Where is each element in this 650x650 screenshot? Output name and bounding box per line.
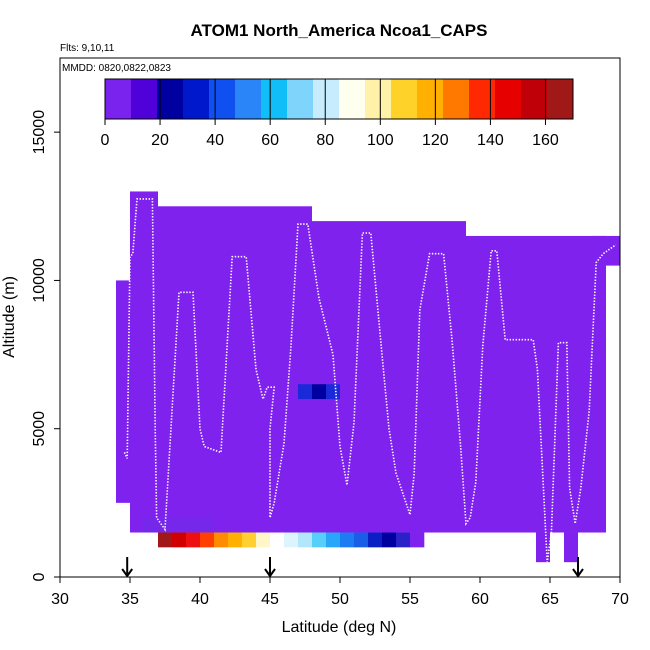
colorbar-swatch-16 bbox=[521, 79, 548, 119]
data-cell-11 bbox=[312, 384, 326, 400]
colorbar: 0 20 40 60 80 100 120 140 160 bbox=[101, 78, 574, 149]
colorbar-swatch-5 bbox=[235, 79, 262, 119]
y-axis: 0 5000 10000 15000 bbox=[31, 110, 60, 581]
x-tick-label-8: 70 bbox=[611, 591, 629, 608]
colorbar-swatch-3 bbox=[183, 79, 210, 119]
data-cell-7 bbox=[536, 532, 550, 563]
latitude-marker-arrow-2 bbox=[572, 557, 584, 578]
x-tick-label-3: 45 bbox=[261, 591, 279, 608]
chart-title: ATOM1 North_America Ncoa1_CAPS bbox=[191, 21, 488, 40]
strip-cell-1 bbox=[172, 532, 187, 548]
data-cell-1 bbox=[130, 191, 158, 533]
strip-cell-17 bbox=[396, 532, 411, 548]
y-tick-label-1: 5000 bbox=[31, 411, 48, 447]
latitude-marker-arrow-1 bbox=[264, 557, 276, 578]
x-tick-label-0: 30 bbox=[51, 591, 69, 608]
strip-cell-15 bbox=[368, 532, 383, 548]
x-tick-label-1: 35 bbox=[121, 591, 139, 608]
strip-cell-5 bbox=[228, 532, 243, 548]
x-axis-label: Latitude (deg N) bbox=[282, 619, 397, 636]
y-tick-label-0: 0 bbox=[31, 572, 48, 581]
latitude-markers bbox=[121, 557, 584, 578]
data-cell-12 bbox=[326, 384, 340, 400]
strip-cell-13 bbox=[340, 532, 355, 548]
data-cell-9 bbox=[144, 517, 214, 533]
strip-cell-3 bbox=[200, 532, 215, 548]
y-axis-label: Altitude (m) bbox=[1, 276, 18, 358]
strip-cell-18 bbox=[410, 532, 425, 548]
colorbar-swatch-1 bbox=[131, 79, 158, 119]
data-cell-10 bbox=[298, 384, 312, 400]
colorbar-tick-label-3: 60 bbox=[261, 132, 279, 149]
strip-cell-12 bbox=[326, 532, 341, 548]
strip-cell-4 bbox=[214, 532, 229, 548]
data-cell-6 bbox=[592, 235, 606, 400]
colorbar-tick-label-8: 160 bbox=[532, 132, 559, 149]
colorbar-swatch-14 bbox=[469, 79, 496, 119]
strip-cell-10 bbox=[298, 532, 313, 548]
flight-track bbox=[123, 198, 617, 563]
data-cell-3 bbox=[312, 221, 466, 533]
colorbar-swatch-9 bbox=[339, 79, 366, 119]
colorbar-tick-label-4: 80 bbox=[316, 132, 334, 149]
data-cell-5 bbox=[606, 235, 620, 266]
colorbar-swatch-8 bbox=[313, 79, 340, 119]
strip-cell-16 bbox=[382, 532, 397, 548]
colorbar-swatch-12 bbox=[417, 79, 444, 119]
colorbar-swatch-4 bbox=[209, 79, 236, 119]
data-cell-0 bbox=[116, 280, 130, 503]
colorbar-swatch-2 bbox=[157, 79, 184, 119]
strip-cell-0 bbox=[158, 532, 173, 548]
strip-cell-8 bbox=[270, 532, 285, 548]
data-cells bbox=[116, 191, 620, 563]
strip-cell-2 bbox=[186, 532, 201, 548]
flights-label: Flts: 9,10,11 bbox=[60, 43, 115, 54]
strip-cell-9 bbox=[284, 532, 299, 548]
x-tick-label-4: 50 bbox=[331, 591, 349, 608]
colorbar-swatch-7 bbox=[287, 79, 314, 119]
x-tick-label-5: 55 bbox=[401, 591, 419, 608]
strip-cell-7 bbox=[256, 532, 271, 548]
data-cell-4 bbox=[466, 235, 606, 533]
colorbar-tick-label-5: 100 bbox=[367, 132, 394, 149]
x-tick-label-7: 65 bbox=[541, 591, 559, 608]
strip-cell-6 bbox=[242, 532, 257, 548]
colorbar-swatch-15 bbox=[495, 79, 522, 119]
colorbar-swatch-10 bbox=[365, 79, 392, 119]
y-tick-label-3: 15000 bbox=[31, 110, 48, 155]
colorbar-swatch-11 bbox=[391, 79, 418, 119]
strip-cell-11 bbox=[312, 532, 327, 548]
bottom-strip bbox=[158, 532, 425, 548]
strip-cell-14 bbox=[354, 532, 369, 548]
flight-track-line bbox=[123, 198, 617, 563]
colorbar-swatch-6 bbox=[261, 79, 288, 119]
colorbar-swatch-13 bbox=[443, 79, 470, 119]
data-cell-8 bbox=[564, 532, 578, 563]
x-axis: 30 35 40 45 50 55 60 65 70 bbox=[51, 577, 629, 608]
x-tick-label-6: 60 bbox=[471, 591, 489, 608]
x-tick-label-2: 40 bbox=[191, 591, 209, 608]
colorbar-swatch-0 bbox=[105, 79, 132, 119]
colorbar-tick-label-6: 120 bbox=[422, 132, 449, 149]
colorbar-swatch-17 bbox=[547, 79, 574, 119]
latitude-marker-arrow-0 bbox=[121, 557, 134, 578]
colorbar-tick-label-0: 0 bbox=[101, 132, 110, 149]
colorbar-tick-label-2: 40 bbox=[206, 132, 224, 149]
y-tick-label-2: 10000 bbox=[31, 258, 48, 303]
colorbar-tick-label-7: 140 bbox=[477, 132, 504, 149]
data-cell-2 bbox=[158, 206, 312, 533]
colorbar-tick-label-1: 20 bbox=[151, 132, 169, 149]
dates-label: MMDD: 0820,0822,0823 bbox=[62, 63, 171, 74]
